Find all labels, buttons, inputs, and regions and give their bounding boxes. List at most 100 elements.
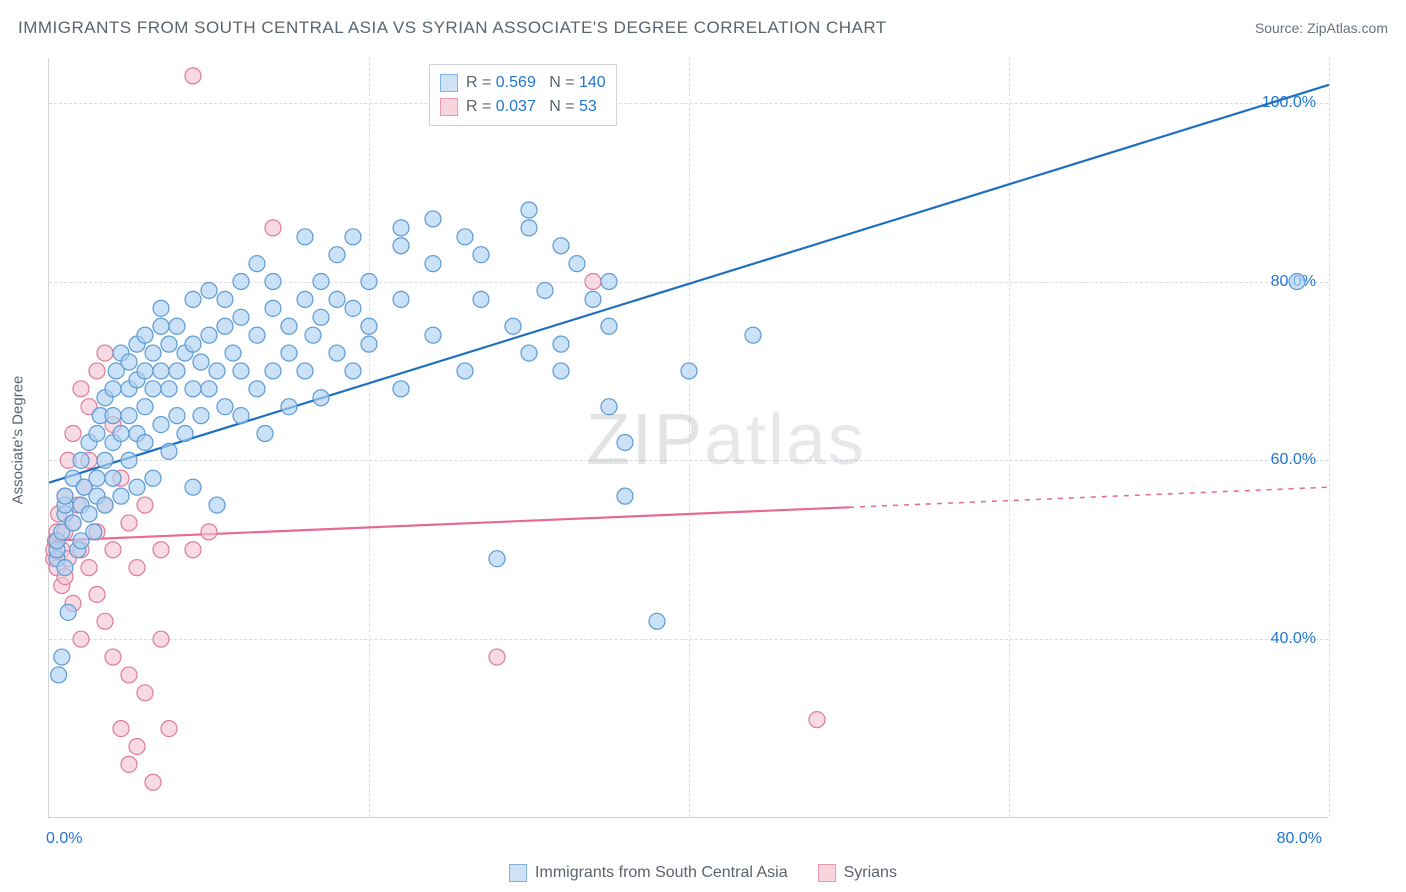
- data-point-sca: [393, 220, 409, 236]
- data-point-sca: [97, 497, 113, 513]
- data-point-sca: [265, 274, 281, 290]
- data-point-sca: [153, 300, 169, 316]
- data-point-sca: [201, 282, 217, 298]
- y-axis-label: Associate's Degree: [10, 376, 27, 505]
- data-point-sca: [193, 354, 209, 370]
- data-point-sca: [249, 256, 265, 272]
- data-point-sca: [145, 470, 161, 486]
- data-point-sca: [193, 408, 209, 424]
- data-point-sca: [185, 479, 201, 495]
- data-point-sca: [393, 291, 409, 307]
- data-point-syrians: [185, 542, 201, 558]
- data-point-syrians: [121, 756, 137, 772]
- data-point-sca: [601, 274, 617, 290]
- legend-item: Syrians: [818, 864, 897, 882]
- data-point-sca: [169, 318, 185, 334]
- data-point-sca: [60, 604, 76, 620]
- data-point-sca: [86, 524, 102, 540]
- data-point-sca: [345, 229, 361, 245]
- data-point-sca: [113, 488, 129, 504]
- data-point-syrians: [129, 738, 145, 754]
- data-point-sca: [153, 318, 169, 334]
- data-point-sca: [521, 345, 537, 361]
- data-point-sca: [505, 318, 521, 334]
- data-point-syrians: [121, 667, 137, 683]
- chart-title: IMMIGRANTS FROM SOUTH CENTRAL ASIA VS SY…: [18, 18, 887, 38]
- data-point-sca: [329, 247, 345, 263]
- data-point-sca: [169, 363, 185, 379]
- data-point-sca: [57, 488, 73, 504]
- data-point-sca: [537, 282, 553, 298]
- data-point-sca: [105, 408, 121, 424]
- stats-text: R = 0.037 N = 53: [466, 95, 597, 119]
- data-point-sca: [297, 363, 313, 379]
- data-point-syrians: [81, 560, 97, 576]
- data-point-sca: [361, 336, 377, 352]
- header: IMMIGRANTS FROM SOUTH CENTRAL ASIA VS SY…: [18, 18, 1388, 38]
- data-point-sca: [51, 667, 67, 683]
- data-point-sca: [233, 309, 249, 325]
- data-point-sca: [201, 381, 217, 397]
- data-point-sca: [521, 220, 537, 236]
- data-point-sca: [297, 229, 313, 245]
- data-point-sca: [361, 274, 377, 290]
- gridline-v: [1329, 58, 1330, 817]
- data-point-sca: [137, 327, 153, 343]
- data-point-sca: [153, 363, 169, 379]
- data-point-sca: [145, 345, 161, 361]
- data-point-sca: [65, 515, 81, 531]
- data-point-sca: [113, 426, 129, 442]
- legend-swatch: [440, 98, 458, 116]
- data-point-sca: [297, 291, 313, 307]
- data-point-syrians: [185, 68, 201, 84]
- data-point-sca: [97, 452, 113, 468]
- data-point-syrians: [265, 220, 281, 236]
- data-point-sca: [585, 291, 601, 307]
- data-point-sca: [177, 426, 193, 442]
- data-point-sca: [601, 318, 617, 334]
- data-point-sca: [553, 336, 569, 352]
- data-point-sca: [233, 274, 249, 290]
- data-point-syrians: [97, 345, 113, 361]
- data-point-syrians: [153, 631, 169, 647]
- data-point-syrians: [97, 613, 113, 629]
- regression-line-dashed-syrians: [849, 487, 1329, 507]
- data-point-sca: [649, 613, 665, 629]
- data-point-sca: [105, 470, 121, 486]
- legend-label: Immigrants from South Central Asia: [535, 864, 788, 882]
- data-point-sca: [121, 354, 137, 370]
- data-point-sca: [73, 452, 89, 468]
- data-point-sca: [137, 399, 153, 415]
- source-link[interactable]: ZipAtlas.com: [1307, 20, 1388, 36]
- data-point-sca: [169, 408, 185, 424]
- data-point-syrians: [105, 649, 121, 665]
- legend-swatch: [440, 74, 458, 92]
- data-point-sca: [89, 470, 105, 486]
- data-point-sca: [393, 381, 409, 397]
- data-point-sca: [81, 506, 97, 522]
- legend-swatch: [509, 864, 527, 882]
- data-point-syrians: [201, 524, 217, 540]
- data-point-sca: [265, 363, 281, 379]
- data-point-sca: [145, 381, 161, 397]
- data-point-sca: [313, 309, 329, 325]
- data-point-sca: [601, 399, 617, 415]
- data-point-syrians: [89, 586, 105, 602]
- data-point-sca: [54, 649, 70, 665]
- bottom-legend: Immigrants from South Central Asia Syrian…: [509, 864, 897, 882]
- data-point-syrians: [113, 721, 129, 737]
- data-point-sca: [553, 363, 569, 379]
- stats-row: R = 0.569 N = 140: [440, 71, 606, 95]
- stats-legend: R = 0.569 N = 140R = 0.037 N = 53: [429, 64, 617, 126]
- data-point-sca: [393, 238, 409, 254]
- data-point-sca: [265, 300, 281, 316]
- data-point-sca: [153, 417, 169, 433]
- data-point-sca: [257, 426, 273, 442]
- data-point-sca: [569, 256, 585, 272]
- data-point-sca: [57, 560, 73, 576]
- data-point-sca: [489, 551, 505, 567]
- data-point-sca: [209, 363, 225, 379]
- data-point-sca: [281, 318, 297, 334]
- data-point-sca: [521, 202, 537, 218]
- data-point-sca: [1289, 274, 1305, 290]
